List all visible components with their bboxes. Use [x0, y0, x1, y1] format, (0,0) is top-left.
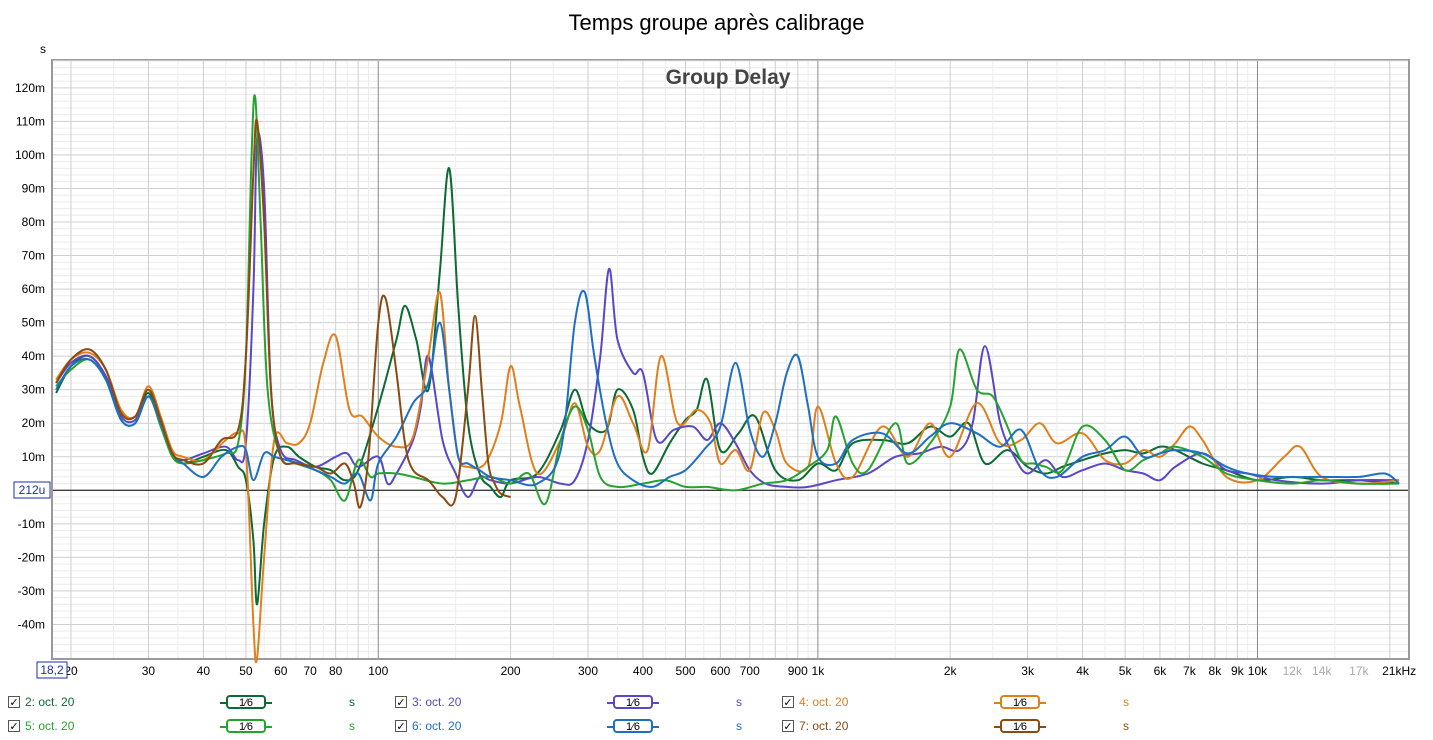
visibility-checkbox[interactable]: ✓	[8, 720, 20, 733]
visibility-checkbox[interactable]: ✓	[782, 720, 794, 733]
x-tick-label: 60	[274, 664, 288, 678]
legend-item[interactable]: ✓ 2: oct. 20	[8, 695, 74, 709]
legend-label: 5: oct. 20	[25, 719, 75, 733]
x-tick-label: 100	[368, 664, 388, 678]
x-tick-label: 5k	[1119, 664, 1133, 678]
x-tick-label: 10k	[1248, 664, 1268, 678]
y-tick-label: 70m	[22, 249, 45, 263]
visibility-checkbox[interactable]: ✓	[8, 696, 20, 709]
y-tick-label: 80m	[22, 215, 45, 229]
x-tick-label: 40	[197, 664, 211, 678]
x-tick-label: 200	[501, 664, 521, 678]
legend-item[interactable]: ✓ 6: oct. 20	[395, 719, 461, 733]
x-tick-label: 7k	[1183, 664, 1197, 678]
x-tick-label: 8k	[1209, 664, 1223, 678]
legend-label: 2: oct. 20	[25, 695, 75, 709]
inner-title: Group Delay	[666, 66, 791, 89]
series-line-1	[55, 167, 1400, 606]
legend-row: ✓ 5: oct. 20 1⁄6 s ✓ 6: oct. 20 1⁄6 s ✓ 7: oct. 2…	[0, 717, 1433, 739]
smoothing-button[interactable]: 1⁄6	[1000, 719, 1040, 733]
legend-item[interactable]: ✓ 3: oct. 20	[395, 695, 461, 709]
visibility-checkbox[interactable]: ✓	[782, 696, 794, 709]
legend-label: 6: oct. 20	[412, 719, 462, 733]
chart-title: Temps groupe après calibrage	[568, 10, 865, 35]
x-tick-label: 50	[239, 664, 253, 678]
y-tick-label: 60m	[22, 282, 45, 296]
group-delay-chart[interactable]: s 120m 110m 100m 90m 80m 70m 60m 50m 40m 30m 20m 10…	[0, 0, 1433, 680]
x-tick-label: 17k	[1349, 664, 1369, 678]
y-tick-label: -20m	[18, 550, 45, 564]
legend-item[interactable]: ✓ 7: oct. 20	[782, 719, 848, 733]
y-tick-label: 120m	[15, 81, 45, 95]
smoothing-button[interactable]: 1⁄6	[613, 719, 653, 733]
y-tick-label: -10m	[18, 517, 45, 531]
legend-label: 4: oct. 20	[799, 695, 849, 709]
y-tick-label: -30m	[18, 584, 45, 598]
x-tick-label: 70	[303, 664, 317, 678]
x-tick-label: 3k	[1021, 664, 1035, 678]
x-tick-label: 700	[740, 664, 760, 678]
series-lines	[55, 94, 1400, 664]
series-line-6	[55, 118, 511, 509]
smoothing-button[interactable]: 1⁄6	[226, 719, 266, 733]
legend-unit: s	[349, 695, 355, 709]
y-tick-label: 40m	[22, 349, 45, 363]
y-tick-label: 10m	[22, 450, 45, 464]
legend-row: ✓ 2: oct. 20 1⁄6 s ✓ 3: oct. 20 1⁄6 s ✓ 4: oct. 2…	[0, 693, 1433, 715]
smoothing-button[interactable]: 1⁄6	[226, 695, 266, 709]
y-tick-label: 90m	[22, 181, 45, 195]
x-tick-label: 500	[676, 664, 696, 678]
plot-border	[51, 59, 1410, 660]
legend-unit: s	[1123, 695, 1129, 709]
y-tick-label: -40m	[18, 617, 45, 631]
legend-label: 3: oct. 20	[412, 695, 462, 709]
x-cursor-box[interactable]: 18,2	[36, 661, 68, 679]
legend-item[interactable]: ✓ 4: oct. 20	[782, 695, 848, 709]
series-line-5	[55, 290, 1400, 502]
x-tick-label: 6k	[1154, 664, 1168, 678]
x-tick-label: 12k	[1283, 664, 1303, 678]
y-cursor-box[interactable]: 212u	[13, 481, 51, 499]
legend-unit: s	[736, 719, 742, 733]
x-tick-label: 1k	[812, 664, 826, 678]
x-tick-label: 14k	[1312, 664, 1332, 678]
x-cursor-readout: 18,2	[40, 663, 64, 677]
x-tick-label: 600	[710, 664, 730, 678]
y-tick-label: 50m	[22, 316, 45, 330]
legend-item[interactable]: ✓ 5: oct. 20	[8, 719, 74, 733]
visibility-checkbox[interactable]: ✓	[395, 696, 407, 709]
y-tick-label: 110m	[16, 114, 45, 128]
x-tick-label: 900	[788, 664, 808, 678]
smoothing-button[interactable]: 1⁄6	[1000, 695, 1040, 709]
y-tick-label: 20m	[22, 416, 45, 430]
series-line-3	[55, 291, 1400, 664]
y-unit-label: s	[40, 42, 46, 56]
x-tick-labels: 20 30 40 50 60 70 80 100 200 300 400 500 600 700 900 1k…	[64, 664, 1416, 678]
y-tick-label: 30m	[22, 383, 45, 397]
x-tick-label: 300	[578, 664, 598, 678]
plot-frame	[51, 59, 1410, 660]
x-tick-label: 9k	[1231, 664, 1245, 678]
x-tick-label: 4k	[1076, 664, 1090, 678]
x-tick-label: 20	[64, 664, 78, 678]
x-tick-label: 30	[142, 664, 156, 678]
legend-unit: s	[736, 695, 742, 709]
x-tick-label: 400	[633, 664, 653, 678]
x-tick-label: 2k	[944, 664, 958, 678]
legend-unit: s	[349, 719, 355, 733]
y-tick-label: 100m	[15, 148, 45, 162]
smoothing-button[interactable]: 1⁄6	[613, 695, 653, 709]
legend-unit: s	[1123, 719, 1129, 733]
x-tick-label: 21kHz	[1382, 664, 1416, 678]
visibility-checkbox[interactable]: ✓	[395, 720, 407, 733]
y-cursor-readout: 212u	[19, 483, 46, 497]
y-tick-labels: 120m 110m 100m 90m 80m 70m 60m 50m 40m 30m 20m 10m -…	[15, 81, 45, 632]
series-line-2	[55, 131, 1400, 498]
x-tick-label: 80	[329, 664, 343, 678]
legend-label: 7: oct. 20	[799, 719, 849, 733]
